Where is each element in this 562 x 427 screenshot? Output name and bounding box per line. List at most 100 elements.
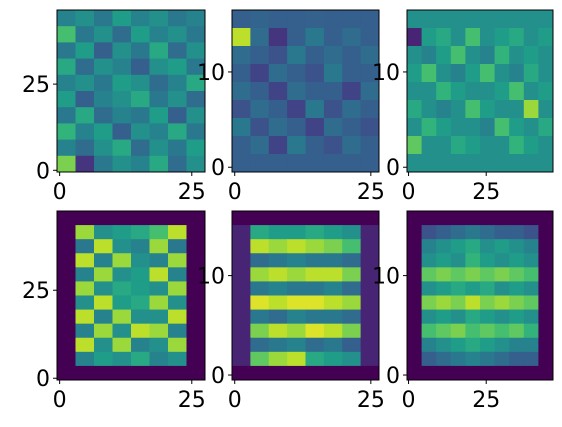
heatmap-cell bbox=[523, 100, 539, 119]
heatmap-cell bbox=[287, 118, 306, 137]
heatmap-cell bbox=[450, 225, 466, 240]
heatmap-cell bbox=[509, 253, 525, 268]
heatmap-cell bbox=[186, 10, 206, 27]
heatmap-cell bbox=[168, 281, 187, 296]
heatmap-cell bbox=[94, 337, 113, 353]
heatmap-cell bbox=[421, 211, 437, 226]
heatmap-cell bbox=[168, 10, 187, 27]
heatmap-cell bbox=[450, 267, 466, 282]
heatmap-cell bbox=[268, 295, 288, 311]
heatmap-cell bbox=[538, 281, 554, 296]
heatmap-cell bbox=[268, 154, 288, 173]
heatmap-cell bbox=[494, 10, 510, 29]
heatmap-cell bbox=[149, 365, 169, 381]
heatmap-cell bbox=[112, 42, 132, 60]
heatmap-cell bbox=[509, 267, 525, 282]
heatmap-cell bbox=[112, 267, 132, 282]
heatmap-cell bbox=[287, 337, 306, 353]
heatmap-cell bbox=[342, 281, 362, 296]
heatmap-cell bbox=[323, 309, 343, 325]
heatmap-cell bbox=[407, 309, 423, 325]
heatmap-cell bbox=[323, 351, 343, 367]
heatmap-cell bbox=[465, 100, 481, 119]
heatmap-cell bbox=[168, 58, 187, 76]
heatmap-cell bbox=[75, 337, 95, 353]
heatmap-cell bbox=[305, 225, 325, 240]
y-tick-label: 10 bbox=[197, 265, 225, 290]
heatmap-cell bbox=[186, 239, 206, 254]
heatmap-cell bbox=[232, 295, 251, 311]
heatmap-cell bbox=[360, 351, 380, 367]
x-tick-label: 0 bbox=[53, 180, 67, 205]
heatmap-cell bbox=[323, 211, 343, 226]
heatmap-cell bbox=[149, 139, 169, 157]
heatmap-cell bbox=[250, 253, 270, 268]
heatmap-cell bbox=[94, 91, 113, 108]
heatmap-cell bbox=[131, 365, 150, 381]
heatmap-cell bbox=[287, 28, 306, 47]
heatmap-cell bbox=[305, 323, 325, 339]
heatmap-cell bbox=[186, 295, 206, 311]
heatmap-cell bbox=[494, 82, 510, 101]
heatmap-cell bbox=[268, 267, 288, 282]
x-tick-label: 25 bbox=[357, 388, 385, 413]
heatmap-cell bbox=[168, 365, 187, 381]
heatmap-cell bbox=[450, 10, 466, 29]
heatmap-cell bbox=[94, 26, 113, 43]
heatmap-cell bbox=[131, 211, 150, 226]
heatmap-cell bbox=[268, 118, 288, 137]
heatmap-cell bbox=[436, 154, 452, 173]
heatmap-cell bbox=[75, 323, 95, 339]
heatmap-cell bbox=[57, 211, 76, 226]
heatmap-cell bbox=[436, 118, 452, 137]
heatmap-cell bbox=[509, 309, 525, 325]
heatmap-cell bbox=[494, 337, 510, 353]
heatmap-cell bbox=[75, 351, 95, 367]
heatmap-cell bbox=[342, 211, 362, 226]
heatmap-cell bbox=[436, 323, 452, 339]
heatmap-cell bbox=[360, 28, 380, 47]
heatmap-cell bbox=[360, 118, 380, 137]
heatmap-cell bbox=[305, 267, 325, 282]
heatmap-cell bbox=[131, 74, 150, 92]
heatmap-cell bbox=[538, 295, 554, 311]
heatmap-cell bbox=[342, 136, 362, 155]
heatmap-cell bbox=[232, 323, 251, 339]
heatmap-cell bbox=[149, 225, 169, 240]
heatmap-cell bbox=[186, 91, 206, 108]
heatmap-cell bbox=[436, 64, 452, 83]
heatmap-cell bbox=[436, 281, 452, 296]
heatmap-cell bbox=[538, 323, 554, 339]
heatmap-cell bbox=[360, 295, 380, 311]
heatmap-cell bbox=[509, 154, 525, 173]
heatmap-cell bbox=[168, 337, 187, 353]
heatmap-cell bbox=[509, 365, 525, 381]
heatmap-cell bbox=[538, 28, 554, 47]
heatmap-cell bbox=[287, 64, 306, 83]
heatmap-cell bbox=[168, 155, 187, 173]
heatmap-cell bbox=[538, 351, 554, 367]
heatmap-cell bbox=[75, 26, 95, 43]
heatmap-cell bbox=[232, 46, 251, 65]
heatmap-cell bbox=[407, 64, 423, 83]
heatmap-cell bbox=[323, 82, 343, 101]
heatmap-cell bbox=[149, 309, 169, 325]
heatmap-cell bbox=[538, 154, 554, 173]
heatmap-cell bbox=[323, 64, 343, 83]
heatmap-cell bbox=[480, 365, 496, 381]
heatmap-cell bbox=[168, 323, 187, 339]
heatmap-cell bbox=[149, 107, 169, 124]
heatmap-cell bbox=[494, 239, 510, 254]
heatmap-cell bbox=[131, 351, 150, 367]
heatmap-cell bbox=[538, 82, 554, 101]
heatmap-cell bbox=[480, 281, 496, 296]
heatmap-cell bbox=[75, 58, 95, 76]
heatmap-cell bbox=[523, 46, 539, 65]
heatmap-cell bbox=[250, 118, 270, 137]
heatmap-cell bbox=[407, 281, 423, 296]
heatmap-cell bbox=[323, 118, 343, 137]
heatmap-cell bbox=[480, 10, 496, 29]
heatmap-cell bbox=[250, 295, 270, 311]
heatmap-cell bbox=[305, 309, 325, 325]
heatmap-cell bbox=[450, 118, 466, 137]
